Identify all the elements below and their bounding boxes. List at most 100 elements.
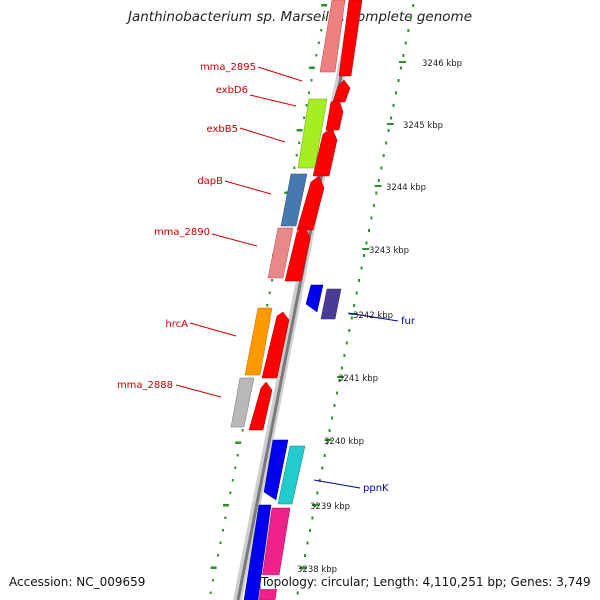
- tick-mark: [311, 516, 314, 520]
- gene-label-dapB[interactable]: dapB: [197, 176, 223, 187]
- tick-mark: [328, 429, 331, 432]
- tick-mark: [231, 479, 234, 482]
- gene-ppnK-arrow[interactable]: [277, 445, 306, 505]
- gene-lower-blue-arrow[interactable]: [243, 504, 272, 600]
- kbp-tick-labels: 3246 kbp 3245 kbp 3244 kbp 3243 kbp 3242…: [297, 59, 462, 575]
- tick-mark: [241, 429, 244, 432]
- tick-mark: [318, 479, 321, 482]
- tick-mark: [340, 366, 343, 370]
- gene-hrcA-arrow[interactable]: [244, 307, 273, 376]
- gene-ppnK-neighbor-arrow[interactable]: [263, 439, 289, 501]
- tick-mark: [210, 566, 217, 569]
- tick-mark: [390, 116, 393, 120]
- tick-mark: [345, 341, 348, 345]
- tick-mark: [358, 279, 361, 282]
- kbp-tick-label: 3245 kbp: [403, 121, 443, 131]
- label-leader-lines: [175, 66, 399, 489]
- kbp-tick-label: 3241 kbp: [338, 374, 378, 384]
- cds-arrow[interactable]: [338, 0, 363, 77]
- tick-mark: [372, 204, 375, 207]
- tick-mark: [321, 4, 328, 7]
- tick-mark: [348, 329, 351, 332]
- tick-mark: [404, 41, 407, 45]
- tick-mark: [222, 529, 224, 532]
- tick-mark: [222, 504, 229, 507]
- tick-mark: [338, 379, 341, 382]
- gene-label-exbB5[interactable]: exbB5: [207, 124, 238, 135]
- tick-mark: [353, 304, 356, 307]
- gene-label-mma-2888[interactable]: mma_2888: [117, 380, 173, 391]
- tick-mark: [271, 279, 274, 282]
- tick-mark: [308, 66, 315, 69]
- tick-mark: [382, 154, 385, 157]
- tick-mark: [343, 354, 346, 357]
- kbp-tick-label: 3239 kbp: [310, 502, 350, 512]
- feature-track-reverse: [263, 284, 342, 505]
- feature-track-right: [248, 0, 363, 600]
- gene-label-ppnK[interactable]: ppnK: [363, 483, 389, 494]
- gene-fur-neighbor-arrow[interactable]: [320, 288, 342, 320]
- gene-label-exbD6[interactable]: exbD6: [216, 85, 248, 96]
- tick-mark: [266, 304, 269, 307]
- gene-mma-2888-arrow[interactable]: [230, 377, 255, 428]
- gene-label-hrcA[interactable]: hrcA: [165, 319, 188, 330]
- tick-mark: [296, 129, 303, 132]
- kbp-tick-label: 3246 kbp: [422, 59, 462, 69]
- gene-mma-2890-arrow[interactable]: [267, 227, 294, 279]
- tick-mark: [304, 554, 306, 557]
- tick-mark: [387, 129, 390, 132]
- gene-label-mma-2895[interactable]: mma_2895: [200, 62, 256, 73]
- tick-mark: [402, 54, 405, 57]
- cds-arrow[interactable]: [261, 311, 290, 379]
- gene-labels: mma_2895 exbD6 exbB5 dapB mma_2890 hrcA …: [117, 62, 416, 494]
- tick-mark: [235, 441, 242, 444]
- tick-mark: [377, 179, 380, 182]
- tick-mark: [309, 529, 311, 532]
- kbp-tick-label: 3242 kbp: [353, 311, 393, 321]
- cds-arrow[interactable]: [248, 381, 273, 431]
- tick-mark: [385, 141, 388, 145]
- cds-arrow[interactable]: [296, 175, 325, 231]
- tick-mark: [363, 254, 365, 257]
- gene-fur-arrow[interactable]: [305, 284, 324, 313]
- tick-mark: [365, 241, 368, 245]
- tick-mark: [321, 466, 324, 470]
- tick-mark: [395, 91, 397, 95]
- tick-mark: [308, 91, 310, 94]
- tick-mark: [333, 404, 336, 407]
- tick-mark: [293, 166, 296, 169]
- tick-mark: [360, 266, 363, 270]
- feature-track-left: [230, 0, 346, 600]
- tick-mark: [305, 104, 308, 107]
- tick-mark: [209, 591, 212, 594]
- gene-label-fur[interactable]: fur: [401, 316, 416, 327]
- tick-mark: [397, 79, 400, 82]
- tick-mark: [224, 516, 227, 519]
- tick-mark: [336, 391, 338, 395]
- tick-mark: [219, 541, 222, 544]
- tick-mark: [217, 554, 219, 557]
- gene-dapB-arrow[interactable]: [280, 173, 308, 227]
- tick-mark: [303, 116, 306, 119]
- cds-arrow[interactable]: [332, 79, 351, 103]
- cds-arrow[interactable]: [325, 99, 344, 131]
- tick-mark: [317, 41, 320, 44]
- genome-summary-text: Topology: circular; Length: 4,110,251 bp…: [261, 575, 591, 589]
- tick-mark: [326, 441, 329, 445]
- tick-mark: [407, 29, 410, 32]
- gene-label-mma-2890[interactable]: mma_2890: [154, 227, 210, 238]
- tick-mark: [399, 66, 402, 70]
- tick-mark: [320, 29, 323, 32]
- cds-arrow[interactable]: [284, 225, 311, 282]
- cds-arrow[interactable]: [312, 127, 338, 177]
- tick-mark: [234, 466, 237, 469]
- tick-mark: [229, 491, 232, 494]
- kbp-tick-label: 3240 kbp: [324, 437, 364, 447]
- kbp-tick-label: 3243 kbp: [369, 246, 409, 256]
- tick-mark: [380, 166, 383, 170]
- tick-mark: [323, 454, 326, 457]
- tick-mark: [392, 104, 395, 107]
- tick-mark: [409, 16, 412, 20]
- gene-mma-2895-arrow[interactable]: [319, 0, 346, 73]
